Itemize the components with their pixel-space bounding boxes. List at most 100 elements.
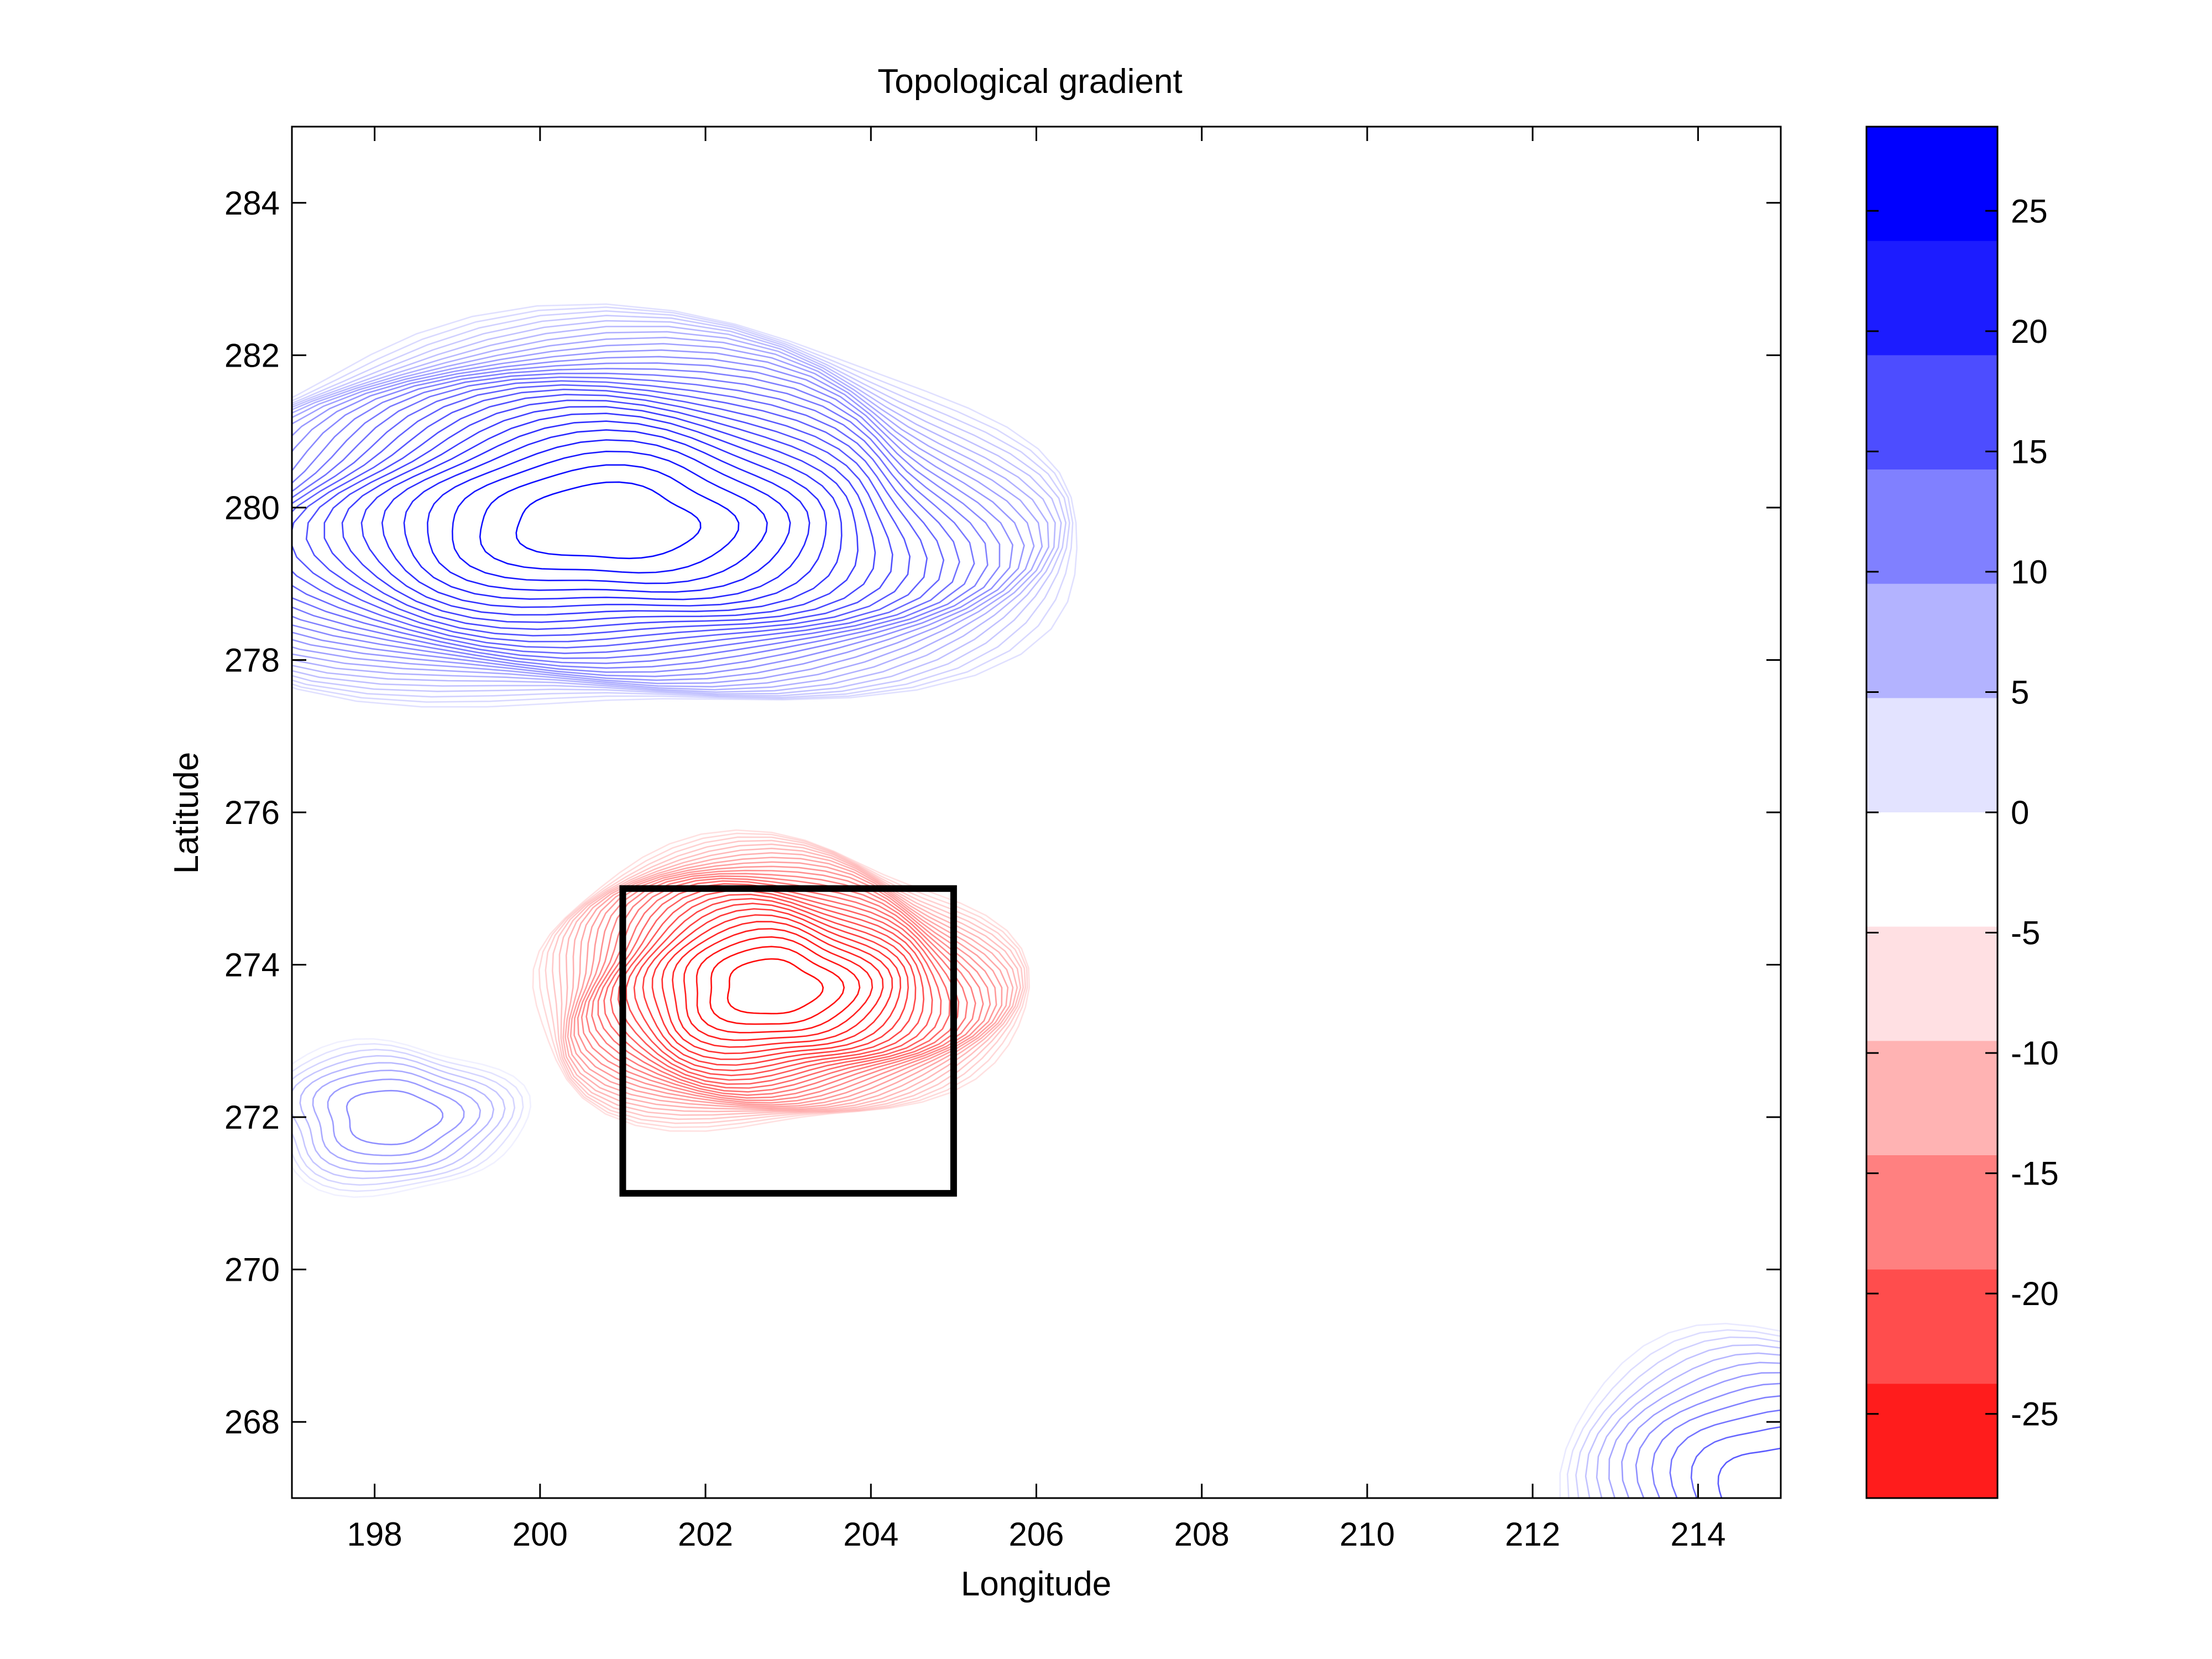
contour-line — [292, 326, 1056, 693]
contour-line — [591, 878, 968, 1096]
contour-line — [532, 829, 1031, 1132]
colorbar-tick-label: -20 — [2011, 1275, 2059, 1312]
y-axis-label: Latitude — [168, 752, 206, 874]
contour-line — [538, 832, 1028, 1128]
contour-line — [292, 331, 1050, 691]
colorbar-band — [1866, 698, 1997, 813]
colorbar-band — [1866, 1269, 1997, 1384]
contour-line — [479, 464, 740, 574]
x-tick-label: 212 — [1505, 1516, 1560, 1553]
contour-line — [610, 886, 942, 1085]
contour-line — [292, 372, 975, 664]
contour-line — [642, 902, 909, 1066]
contour-line — [292, 1048, 516, 1186]
contour-line — [292, 303, 1078, 708]
colorbar-tick-label: -5 — [2011, 915, 2040, 952]
y-tick-label: 272 — [224, 1099, 280, 1136]
contour-line — [292, 384, 928, 649]
contour-line — [305, 394, 893, 637]
colorbar-bands — [1866, 127, 1997, 1499]
contour-line — [341, 406, 859, 623]
colorbar-band — [1866, 1384, 1997, 1499]
colorbar-tick-label: 0 — [2011, 794, 2029, 831]
contour-line — [426, 439, 791, 593]
contour-line — [551, 839, 1024, 1120]
contour-line — [726, 958, 824, 1015]
colorbar-ticks: 25 20 15 10 5 0 -5 -10 -15 -20 -25 — [1866, 192, 2059, 1433]
colorbar-band — [1866, 469, 1997, 585]
colorbar-band — [1866, 1155, 1997, 1270]
y-tick-label: 282 — [224, 337, 280, 374]
contour-line — [696, 936, 861, 1034]
colorbar-band — [1866, 127, 1997, 242]
x-axis-label: Longitude — [961, 1565, 1111, 1603]
contour-line — [569, 861, 1003, 1108]
contour-line — [327, 1078, 465, 1156]
contour-line — [292, 376, 960, 659]
contour-line — [292, 336, 1043, 688]
x-axis: 198 200 202 204 206 208 210 212 214 — [347, 127, 1725, 1553]
x-tick-label: 208 — [1174, 1516, 1230, 1553]
contour-line — [292, 362, 1001, 673]
contour-line — [292, 368, 989, 669]
contour-line — [346, 1089, 444, 1146]
contour-line — [403, 429, 810, 601]
contour-line — [312, 1070, 482, 1165]
contour-line — [292, 320, 1062, 695]
y-tick-label: 276 — [224, 794, 280, 831]
contour-line — [292, 315, 1067, 697]
contour-line — [562, 847, 1018, 1113]
contour-line — [709, 946, 845, 1025]
contour-line — [292, 310, 1070, 698]
y-axis: 268 270 272 274 276 278 280 282 284 — [224, 185, 1781, 1441]
annotations — [619, 885, 957, 1197]
y-tick-label: 284 — [224, 185, 280, 222]
contour-lines — [292, 303, 1781, 1498]
y-tick-label: 280 — [224, 489, 280, 526]
plot-area — [291, 126, 1782, 1499]
colorbar-band — [1866, 812, 1997, 927]
contour-line — [292, 1038, 532, 1198]
contour-line — [292, 306, 1074, 703]
plot-background — [292, 127, 1781, 1498]
y-tick-label: 268 — [224, 1404, 280, 1441]
contour-line — [585, 875, 976, 1099]
contour-line — [292, 388, 911, 643]
contour-line — [651, 908, 902, 1060]
contour-line — [661, 914, 893, 1055]
colorbar-tick-label: 20 — [2011, 313, 2048, 350]
y-tick-label: 274 — [224, 947, 280, 984]
contour-line — [292, 356, 1014, 677]
colorbar: 25 20 15 10 5 0 -5 -10 -15 -20 -25 — [1865, 126, 2059, 1499]
contour-line — [323, 399, 876, 630]
colorbar-band — [1866, 355, 1997, 470]
colorbar-band — [1866, 926, 1997, 1041]
contour-line — [515, 481, 702, 560]
contour-line — [381, 420, 827, 608]
x-tick-label: 206 — [1008, 1516, 1064, 1553]
contour-line — [451, 450, 768, 585]
colorbar-tick-label: 25 — [2011, 192, 2048, 229]
contour-line — [545, 836, 1027, 1124]
colorbar-tick-label: -15 — [2011, 1155, 2059, 1192]
x-tick-label: 198 — [347, 1516, 402, 1553]
contour-line — [672, 921, 884, 1048]
x-tick-label: 214 — [1670, 1516, 1725, 1553]
contour-line — [603, 883, 951, 1089]
colorbar-tick-label: -10 — [2011, 1035, 2059, 1072]
colorbar-tick-label: 15 — [2011, 433, 2048, 470]
contour-line — [292, 349, 1025, 681]
contour-line — [564, 852, 1014, 1110]
colorbar-tick-label: 5 — [2011, 674, 2029, 711]
contour-line — [633, 898, 917, 1072]
colorbar-tick-label: 10 — [2011, 554, 2048, 591]
y-tick-label: 270 — [224, 1251, 280, 1288]
annotation-rectangle — [619, 885, 957, 1197]
contour-line — [292, 1043, 524, 1192]
x-tick-label: 202 — [678, 1516, 733, 1553]
contour-line — [558, 843, 1022, 1116]
x-tick-label: 200 — [513, 1516, 568, 1553]
contour-rings — [292, 303, 1781, 1498]
contour-line — [292, 343, 1035, 685]
